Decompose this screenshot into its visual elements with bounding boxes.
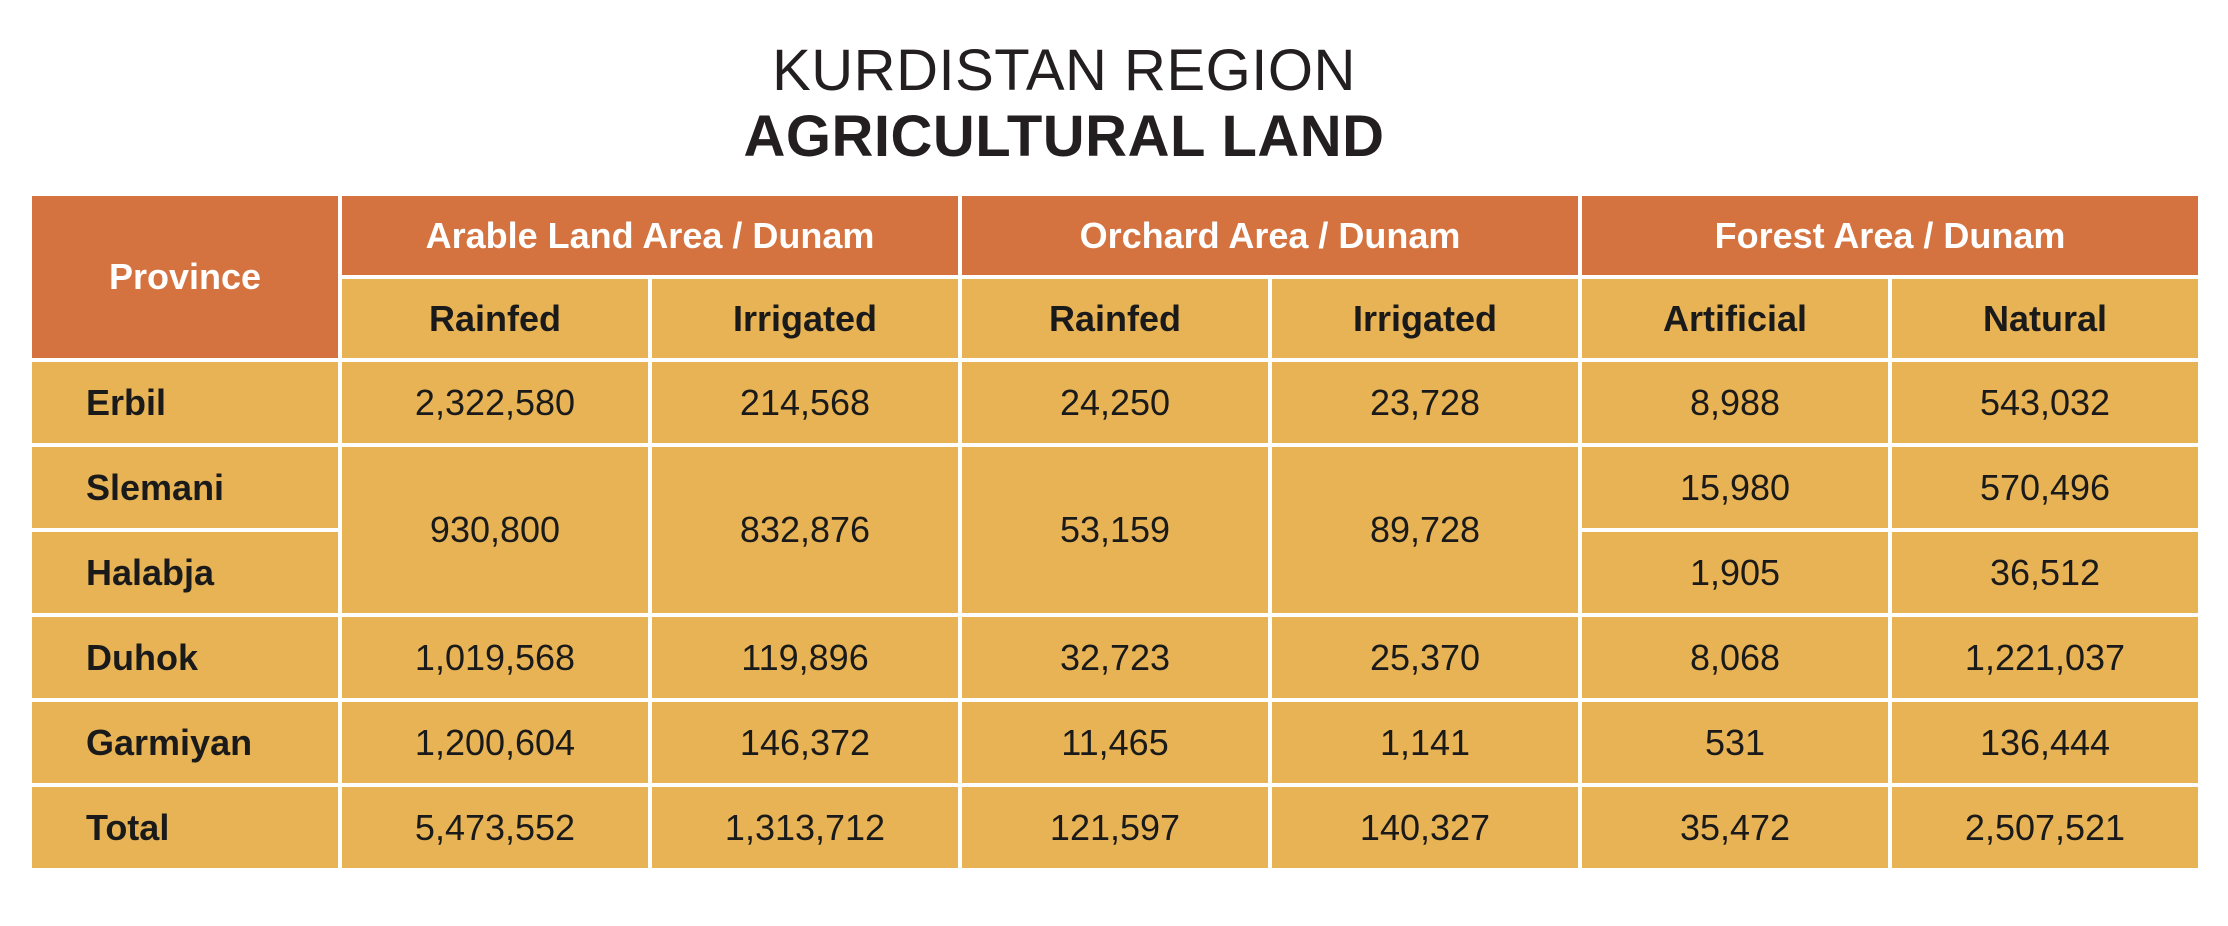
value-cell: 8,068 xyxy=(1582,617,1888,698)
table-row: Halabja 1,905 36,512 xyxy=(32,532,2199,613)
table-row: Garmiyan 1,200,604 146,372 11,465 1,141 … xyxy=(32,702,2199,783)
value-cell: 8,988 xyxy=(1582,362,1888,443)
table-row: Duhok 1,019,568 119,896 32,723 25,370 8,… xyxy=(32,617,2199,698)
value-cell: 119,896 xyxy=(652,617,958,698)
province-cell: Duhok xyxy=(32,617,338,698)
value-cell: 35,472 xyxy=(1582,787,1888,868)
title-line-1: KURDISTAN REGION xyxy=(772,38,1356,103)
group-header-forest: Forest Area / Dunam xyxy=(1582,196,2199,275)
col-header-orchard-rainfed: Rainfed xyxy=(962,279,1268,358)
chart-title: KURDISTAN REGION AGRICULTURAL LAND xyxy=(0,38,2128,170)
value-cell: 2,322,580 xyxy=(342,362,648,443)
value-cell: 543,032 xyxy=(1892,362,2199,443)
value-cell: 146,372 xyxy=(652,702,958,783)
province-cell: Garmiyan xyxy=(32,702,338,783)
col-header-forest-natural: Natural xyxy=(1892,279,2199,358)
value-cell: 23,728 xyxy=(1272,362,1578,443)
province-cell: Slemani xyxy=(32,447,338,528)
value-cell: 930,800 xyxy=(342,447,648,613)
title-line-2: AGRICULTURAL LAND xyxy=(743,104,1385,169)
value-cell: 1,313,712 xyxy=(652,787,958,868)
province-cell: Erbil xyxy=(32,362,338,443)
value-cell: 15,980 xyxy=(1582,447,1888,528)
value-cell: 89,728 xyxy=(1272,447,1578,613)
province-cell: Halabja xyxy=(32,532,338,613)
value-cell: 531 xyxy=(1582,702,1888,783)
col-header-arable-rainfed: Rainfed xyxy=(342,279,648,358)
value-cell: 1,200,604 xyxy=(342,702,648,783)
value-cell: 11,465 xyxy=(962,702,1268,783)
value-cell: 832,876 xyxy=(652,447,958,613)
province-header: Province xyxy=(32,196,338,358)
value-cell: 32,723 xyxy=(962,617,1268,698)
table-row: Slemani 930,800 832,876 53,159 89,728 15… xyxy=(32,447,2199,613)
agricultural-land-table: Province Arable Land Area / Dunam Orchar… xyxy=(28,192,2202,872)
group-header-arable: Arable Land Area / Dunam xyxy=(342,196,958,275)
value-cell: 5,473,552 xyxy=(342,787,648,868)
group-header-orchard: Orchard Area / Dunam xyxy=(962,196,1578,275)
value-cell: 570,496 xyxy=(1892,447,2199,528)
value-cell: 25,370 xyxy=(1272,617,1578,698)
value-cell: 140,327 xyxy=(1272,787,1578,868)
value-cell: 2,507,521 xyxy=(1892,787,2199,868)
col-header-orchard-irrigated: Irrigated xyxy=(1272,279,1578,358)
value-cell: 1,905 xyxy=(1582,532,1888,613)
province-cell: Total xyxy=(32,787,338,868)
col-header-forest-artificial: Artificial xyxy=(1582,279,1888,358)
table-row: Erbil 2,322,580 214,568 24,250 23,728 8,… xyxy=(32,362,2199,443)
value-cell: 214,568 xyxy=(652,362,958,443)
value-cell: 1,221,037 xyxy=(1892,617,2199,698)
col-header-arable-irrigated: Irrigated xyxy=(652,279,958,358)
value-cell: 1,141 xyxy=(1272,702,1578,783)
table-row-total: Total 5,473,552 1,313,712 121,597 140,32… xyxy=(32,787,2199,868)
value-cell: 36,512 xyxy=(1892,532,2199,613)
value-cell: 24,250 xyxy=(962,362,1268,443)
value-cell: 121,597 xyxy=(962,787,1268,868)
value-cell: 136,444 xyxy=(1892,702,2199,783)
value-cell: 1,019,568 xyxy=(342,617,648,698)
value-cell: 53,159 xyxy=(962,447,1268,613)
